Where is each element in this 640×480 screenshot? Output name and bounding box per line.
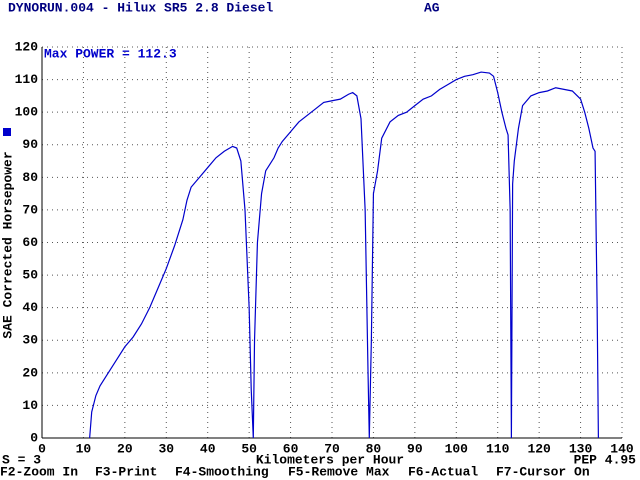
y-tick-label: 80	[22, 170, 38, 185]
x-tick-label: 30	[158, 441, 174, 456]
power-curve	[89, 71, 599, 439]
y-tick-label: 10	[22, 398, 38, 413]
function-key[interactable]: F6-Actual	[408, 464, 478, 479]
y-tick-label: 30	[22, 333, 38, 348]
function-key[interactable]: F5-Remove Max	[288, 464, 390, 479]
y-tick-label: 40	[22, 300, 38, 315]
y-tick-label: 110	[15, 72, 39, 87]
y-tick-label: 0	[30, 430, 38, 445]
y-axis-label: SAE Corrected Horsepower	[0, 151, 15, 338]
x-tick-label: 20	[117, 441, 133, 456]
x-axis-label: Kilometers per Hour	[256, 452, 404, 467]
version: PEP 4.95	[574, 452, 637, 467]
x-tick-label: 50	[241, 441, 257, 456]
y-tick-label: 100	[15, 105, 39, 120]
function-key[interactable]: F2-Zoom In	[0, 464, 78, 479]
x-tick-label: 140	[610, 441, 634, 456]
x-tick-label: 90	[407, 441, 423, 456]
function-key[interactable]: F3-Print	[95, 464, 157, 479]
y-tick-label: 50	[22, 268, 38, 283]
y-tick-label: 120	[15, 39, 39, 54]
tag: AG	[424, 0, 440, 15]
x-tick-label: 10	[76, 441, 92, 456]
y-tick-label: 20	[22, 365, 38, 380]
y-tick-label: 60	[22, 235, 38, 250]
x-tick-label: 0	[38, 441, 46, 456]
x-tick-label: 60	[283, 441, 299, 456]
y-tick-label: 90	[22, 137, 38, 152]
x-tick-label: 130	[569, 441, 593, 456]
series-marker	[3, 128, 11, 136]
x-tick-label: 40	[200, 441, 216, 456]
annotation: Max POWER = 112.3	[44, 46, 177, 61]
x-tick-label: 120	[527, 441, 551, 456]
function-key[interactable]: F7-Cursor On	[496, 464, 590, 479]
smoothing: S = 3	[2, 452, 41, 467]
x-tick-label: 100	[445, 441, 469, 456]
x-tick-label: 80	[366, 441, 382, 456]
x-tick-label: 110	[486, 441, 510, 456]
chart-title: DYNORUN.004 - Hilux SR5 2.8 Diesel	[8, 0, 273, 15]
x-tick-label: 70	[324, 441, 340, 456]
function-key[interactable]: F4-Smoothing	[175, 464, 269, 479]
y-tick-label: 70	[22, 202, 38, 217]
